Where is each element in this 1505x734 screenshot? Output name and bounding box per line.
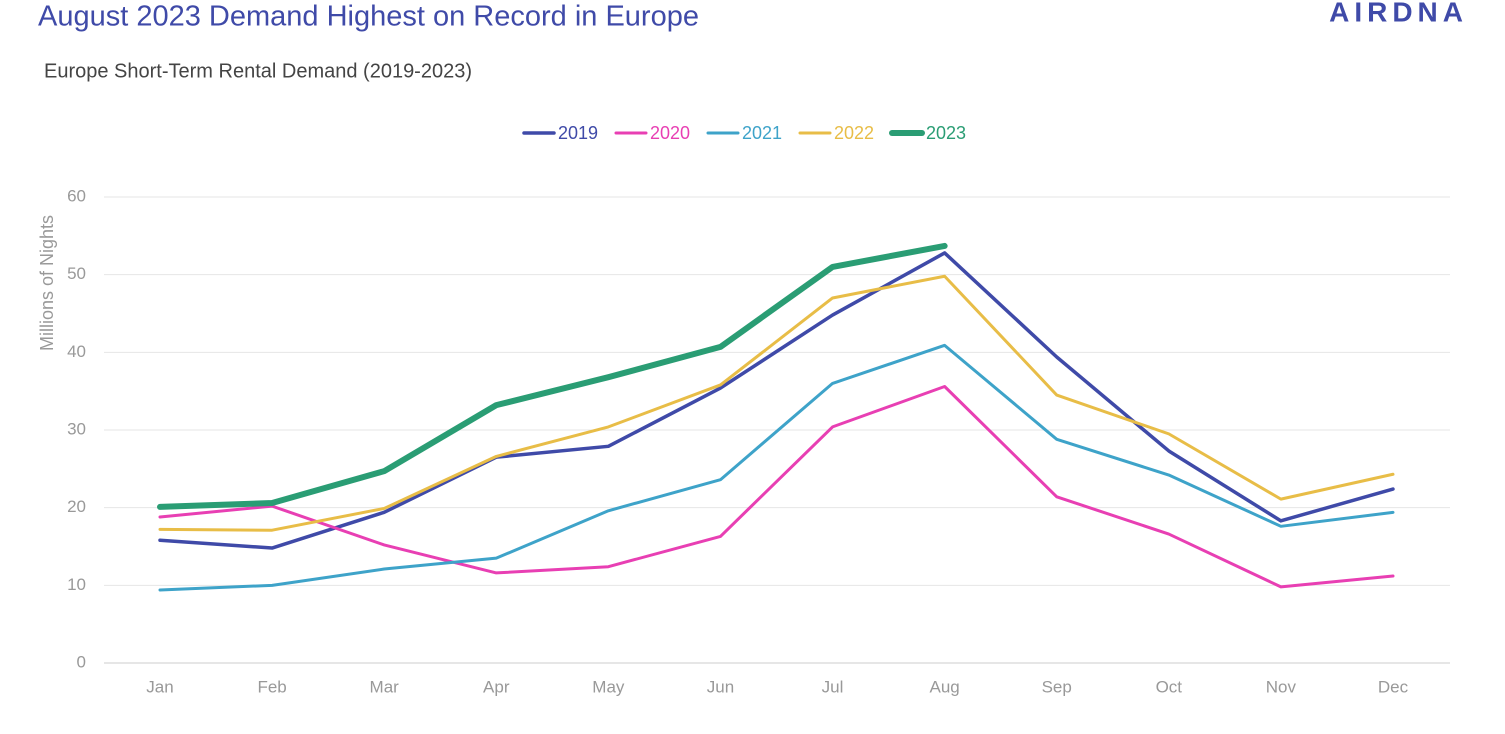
y-tick-label: 50 [67, 264, 86, 283]
x-tick-label: Nov [1266, 677, 1297, 696]
x-tick-label: Dec [1378, 677, 1409, 696]
y-tick-label: 10 [67, 575, 86, 594]
chart-subtitle: Europe Short-Term Rental Demand (2019-20… [44, 60, 472, 82]
y-tick-label: 30 [67, 419, 86, 438]
x-tick-label: Aug [930, 677, 960, 696]
series-line [157, 242, 948, 510]
x-tick-label: Sep [1042, 677, 1072, 696]
brand-logo: AIRDNA [1329, 0, 1468, 27]
legend-label: 2022 [834, 123, 874, 143]
series-line [158, 343, 1395, 592]
x-tick-label: Jul [822, 677, 844, 696]
legend-label: 2023 [926, 123, 966, 143]
series-line [158, 385, 1395, 589]
x-tick-label: Apr [483, 677, 510, 696]
series-line [158, 274, 1395, 532]
x-tick-label: Feb [257, 677, 286, 696]
legend-label: 2019 [558, 123, 598, 143]
x-tick-label: May [592, 677, 625, 696]
y-tick-label: 0 [77, 652, 86, 671]
x-tick-label: Jan [146, 677, 173, 696]
x-tick-label: Oct [1156, 677, 1183, 696]
y-axis-label: Millions of Nights [37, 215, 57, 351]
legend-label: 2020 [650, 123, 690, 143]
legend-label: 2021 [742, 123, 782, 143]
y-tick-label: 20 [67, 497, 86, 516]
x-tick-label: Mar [370, 677, 400, 696]
chart-title: August 2023 Demand Highest on Record in … [38, 1, 699, 33]
y-tick-label: 60 [67, 186, 86, 205]
y-tick-label: 40 [67, 342, 86, 361]
x-tick-label: Jun [707, 677, 734, 696]
series-line [158, 251, 1395, 550]
